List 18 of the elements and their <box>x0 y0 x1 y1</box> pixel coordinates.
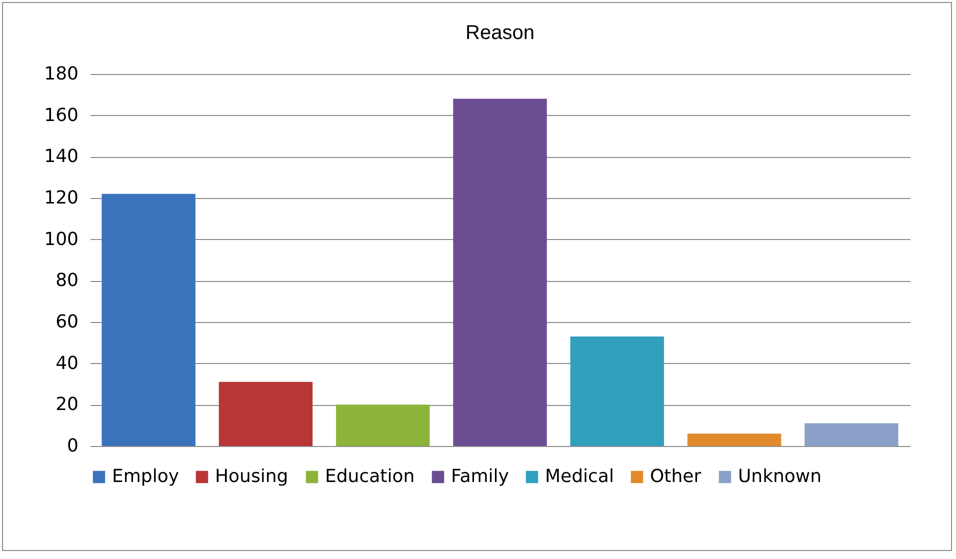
y-tick-label: 60 <box>56 312 78 332</box>
legend-label: Unknown <box>738 466 822 487</box>
y-tick-label: 40 <box>56 352 78 374</box>
y-tick-label: 160 <box>44 104 78 126</box>
legend-label: Housing <box>215 466 288 487</box>
y-tick-label: 120 <box>44 188 78 208</box>
chart-title: Reason <box>466 22 534 44</box>
legend-label: Medical <box>545 466 614 487</box>
legend-label: Family <box>451 466 510 487</box>
legend-label: Education <box>325 466 415 487</box>
y-tick-label: 140 <box>44 146 78 168</box>
y-tick-label: 0 <box>67 436 78 456</box>
legend-label: Other <box>650 466 702 487</box>
y-tick-label: 20 <box>56 394 78 416</box>
legend-label: Employ <box>112 466 180 487</box>
y-tick-label: 180 <box>44 64 78 84</box>
y-tick-label: 80 <box>56 270 78 292</box>
y-tick-label: 100 <box>44 228 78 250</box>
